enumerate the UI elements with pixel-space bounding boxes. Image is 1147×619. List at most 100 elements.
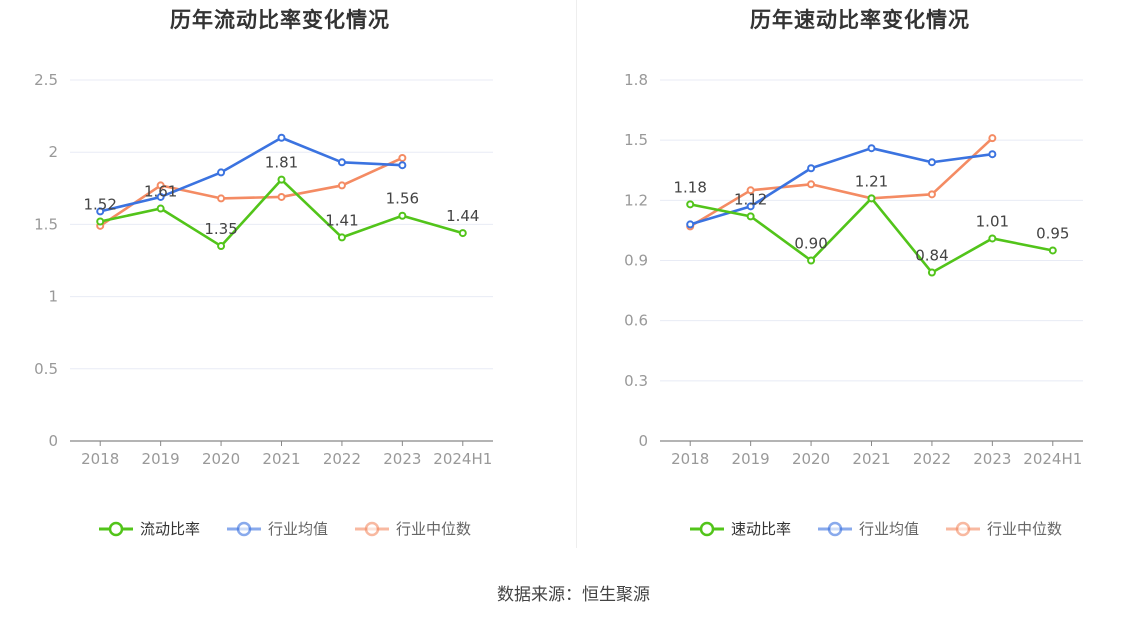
chart-plot: 0 0.3 0.6 0.9 1.2 1.5 1.8 2018 2019 2020 2021 2022 2… (624, 71, 1083, 468)
data-point (927, 268, 936, 277)
panel-divider (576, 0, 577, 548)
data-point (807, 164, 816, 173)
data-point (398, 161, 407, 170)
data-point (398, 211, 407, 220)
data-point (746, 186, 755, 195)
y-tick-label: 1.5 (34, 215, 58, 233)
data-point (337, 181, 346, 190)
data-label: 1.18 (674, 178, 707, 196)
legend-label: 流动比率 (140, 520, 201, 538)
data-label: 0.90 (794, 235, 827, 253)
y-tick-label: 0.3 (624, 372, 648, 390)
y-tick-label: 1 (48, 288, 58, 306)
y-tick-label: 0 (638, 432, 648, 450)
data-label: 1.61 (144, 183, 177, 201)
y-tick-label: 1.5 (624, 131, 648, 149)
data-point (277, 175, 286, 184)
legend-line-icon (690, 521, 724, 536)
data-point (277, 133, 286, 142)
data-label: 1.12 (734, 190, 767, 208)
x-tick-label: 2018 (671, 450, 709, 468)
data-point (807, 180, 816, 189)
data-label: 1.56 (386, 190, 419, 208)
x-tick-label: 2020 (792, 450, 830, 468)
data-point (988, 234, 997, 243)
data-label: 1.52 (84, 196, 117, 214)
y-tick-label: 0.6 (624, 312, 648, 330)
data-point (1048, 246, 1057, 255)
data-label: 1.81 (265, 154, 298, 172)
legend-line-icon (227, 521, 262, 536)
data-point (217, 194, 226, 203)
series-line (689, 146, 993, 226)
data-point (277, 192, 286, 201)
legend-item[interactable]: 流动比率 (98, 518, 200, 539)
legend-label: 行业中位数 (987, 520, 1063, 538)
data-point (337, 233, 346, 242)
legend-line-icon (355, 521, 390, 536)
legend-label: 行业中位数 (396, 520, 472, 538)
data-point (217, 242, 226, 251)
chart-legend: 流动比率 行业均值 行业中位数 (98, 518, 471, 539)
data-point (927, 158, 936, 167)
current-ratio-chart: 历年流动比率变化情况 0 0.5 1 1.5 2 2.5 2018 2019 2020 2021 2… (0, 0, 573, 560)
data-point (458, 229, 467, 238)
data-label: 1.21 (855, 172, 888, 190)
x-tick-label: 2023 (383, 450, 421, 468)
quick-ratio-chart: 历年速动比率变化情况 0 0.3 0.6 0.9 1.2 1.5 1.8 2018 2019 20… (574, 0, 1147, 560)
legend-label: 行业均值 (268, 520, 329, 538)
data-point (867, 194, 876, 203)
x-tick-label: 2022 (323, 450, 361, 468)
data-source-note: 数据来源：恒生聚源 (497, 585, 650, 605)
x-tick-label: 2021 (262, 450, 300, 468)
data-point (988, 134, 997, 143)
data-point (867, 144, 876, 153)
series-line (689, 137, 994, 228)
x-tick-label: 2019 (142, 450, 180, 468)
series-line (99, 156, 403, 227)
data-point (96, 217, 105, 226)
y-tick-label: 0.9 (624, 252, 648, 270)
legend-label: 速动比率 (731, 520, 792, 538)
data-point (746, 212, 755, 221)
y-tick-label: 0 (48, 432, 58, 450)
data-point (156, 192, 165, 201)
y-tick-label: 1.8 (624, 71, 648, 89)
legend-label: 行业均值 (859, 520, 920, 538)
data-point (398, 153, 407, 162)
data-label: 1.01 (976, 212, 1009, 230)
x-tick-label: 2023 (973, 450, 1011, 468)
x-tick-label: 2021 (852, 450, 890, 468)
data-label: 1.41 (325, 211, 358, 229)
legend-item[interactable]: 行业均值 (817, 518, 919, 539)
x-tick-label: 2022 (913, 450, 951, 468)
data-point (807, 256, 816, 265)
data-point (156, 204, 165, 213)
data-label: 0.84 (915, 247, 948, 265)
data-point (217, 168, 226, 177)
data-point (988, 150, 997, 159)
legend-item[interactable]: 速动比率 (689, 518, 791, 539)
legend-line-icon (818, 521, 853, 536)
data-point (927, 190, 936, 199)
data-point (96, 207, 105, 216)
legend-item[interactable]: 行业均值 (226, 518, 328, 539)
data-point (746, 202, 755, 211)
legend-item[interactable]: 行业中位数 (354, 518, 471, 539)
y-tick-label: 0.5 (34, 360, 58, 378)
chart-title: 历年流动比率变化情况 (170, 8, 390, 32)
x-tick-label: 2019 (732, 450, 770, 468)
data-label: 1.35 (204, 220, 237, 238)
data-point (686, 220, 695, 229)
legend-item[interactable]: 行业中位数 (945, 518, 1062, 539)
y-tick-label: 2.5 (34, 71, 58, 89)
chart-legend: 速动比率 行业均值 行业中位数 (689, 518, 1062, 539)
legend-line-icon (946, 521, 981, 536)
series-line (99, 136, 403, 213)
data-point (686, 200, 695, 209)
x-tick-label: 2024H1 (433, 450, 492, 468)
legend-line-icon (99, 521, 133, 536)
y-tick-label: 2 (48, 143, 58, 161)
x-tick-label: 2024H1 (1023, 450, 1082, 468)
